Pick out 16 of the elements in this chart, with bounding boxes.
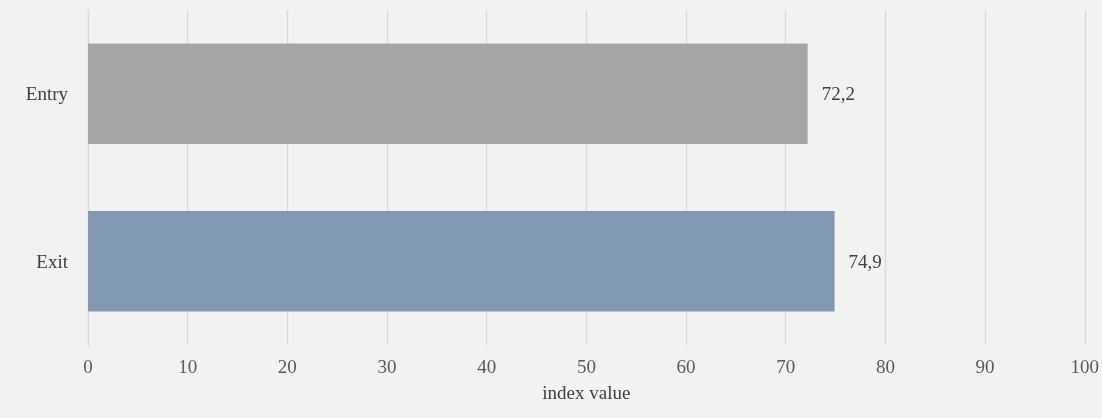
x-axis-title: index value — [542, 382, 631, 403]
x-tick-label: 0 — [83, 356, 93, 377]
x-tick-label: 80 — [875, 356, 895, 377]
x-tick-label: 60 — [676, 356, 696, 377]
x-tick-label: 70 — [776, 356, 796, 377]
x-tick-label: 90 — [975, 356, 995, 377]
y-tick-label: Exit — [36, 250, 69, 272]
data-label: 72,2 — [821, 83, 855, 105]
x-tick-label: 50 — [576, 356, 596, 377]
x-tick-label: 30 — [377, 356, 397, 377]
y-tick-label: Entry — [25, 83, 69, 105]
x-tick-label: 20 — [277, 356, 297, 377]
x-tick-label: 100 — [1070, 356, 1099, 377]
x-tick-label: 10 — [178, 356, 198, 377]
data-label: 74,9 — [848, 250, 882, 272]
x-tick-label: 40 — [477, 356, 497, 377]
